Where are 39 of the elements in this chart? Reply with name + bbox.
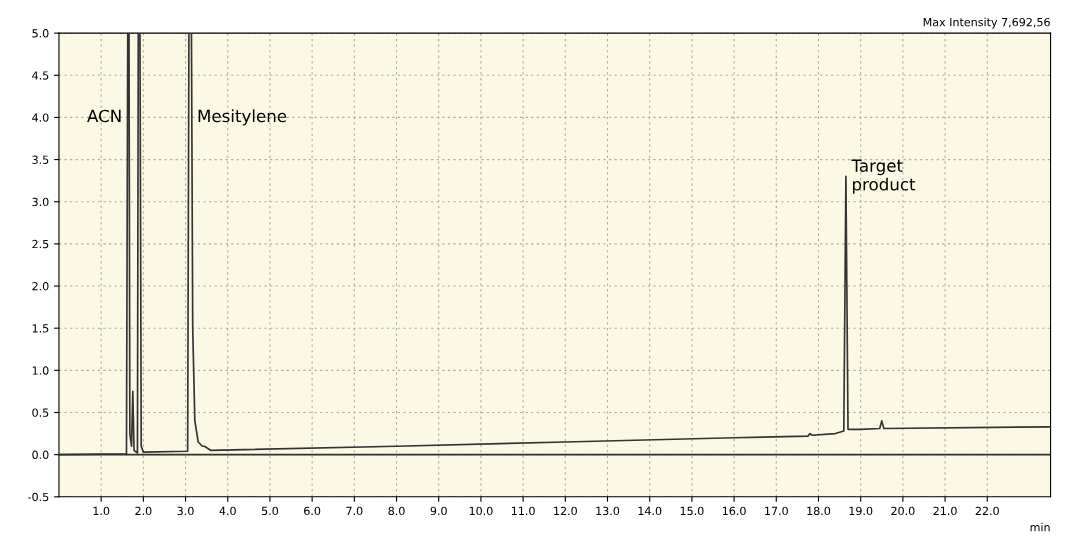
x-tick-label: 9.0 [430,506,447,516]
x-tick-label: 21.0 [933,506,957,516]
y-tick-label: 3.0 [32,197,49,207]
x-tick-label: 5.0 [261,506,279,516]
y-tick-label: 2.0 [32,282,49,291]
annotation: ACN [87,109,121,123]
text: Max Intensity 7,692,56 [923,17,1050,29]
x-tick-label: 17.0 [765,506,788,516]
x-tick-label: 22.0 [975,506,999,516]
y-tick-label: 0.0 [32,450,49,460]
y-tick-label: 0.5 [32,408,49,417]
y-tick-label: 4.0 [32,113,49,122]
x-tick-label: 20.0 [891,506,915,516]
x-tick-label: 11.0 [511,506,535,516]
x-tick-label: 13.0 [596,506,620,516]
x-tick-label: 2.0 [135,506,152,516]
annotation: Target product [851,159,916,194]
y-tick-label: 1.0 [32,366,49,375]
x-axis-title: min [1030,522,1050,532]
x-tick-label: 16.0 [722,506,746,516]
x-tick-label: 4.0 [219,506,236,516]
x-tick-label: 19.0 [849,506,873,516]
x-tick-label: 8.0 [388,506,405,516]
x-tick-label: 1.0 [93,506,110,516]
annotation: Mesitylene [198,109,287,126]
x-tick-label: 10.0 [469,506,493,516]
x-tick-label: 7.0 [346,506,363,516]
x-tick-label: 12.0 [554,506,577,516]
x-tick-label: 15.0 [680,506,704,516]
y-tick-label: 1.5 [32,324,49,333]
y-tick-label: 4.5 [32,71,49,80]
x-tick-label: 6.0 [304,506,321,516]
y-tick-label: 3.5 [32,155,49,164]
y-tick-label: -0.5 [28,492,49,502]
y-tick-label: 2.5 [32,239,49,249]
y-tick-label: 5.0 [32,29,49,38]
x-tick-label: 3.0 [177,506,194,516]
x-tick-label: 14.0 [638,506,662,516]
x-tick-label: 18.0 [807,506,831,516]
